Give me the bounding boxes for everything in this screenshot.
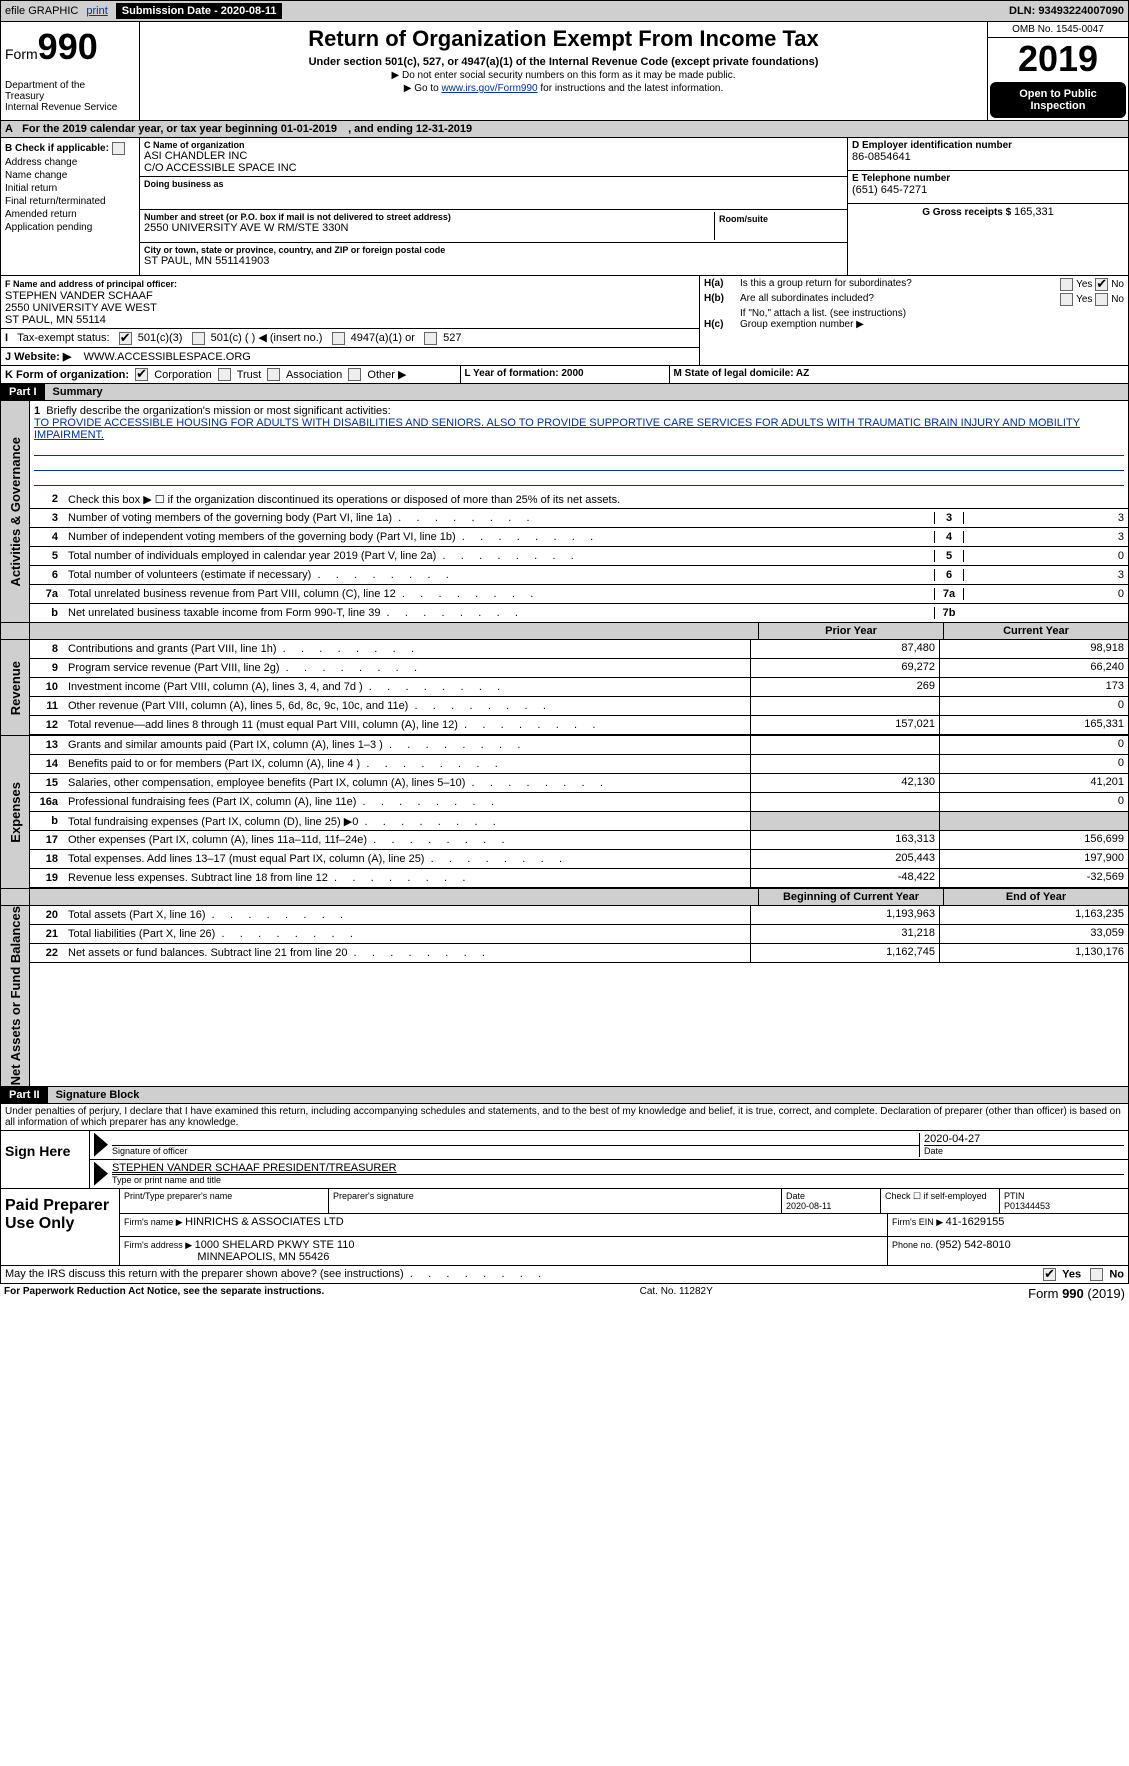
summary-line: 20Total assets (Part X, line 16)1,193,96… [30,906,1128,925]
summary-line: 17Other expenses (Part IX, column (A), l… [30,831,1128,850]
checkbox-discuss-no[interactable] [1090,1268,1103,1281]
part1-activities: Activities & Governance 1 Briefly descri… [0,401,1129,623]
org-city: ST PAUL, MN 551141903 [144,255,843,267]
form-header: Form990 Department of theTreasuryInterna… [0,22,1129,121]
org-name: ASI CHANDLER INC [144,150,843,162]
dln: DLN: 93493224007090 [1009,5,1124,17]
summary-line: 21Total liabilities (Part X, line 26)31,… [30,925,1128,944]
summary-line: 19Revenue less expenses. Subtract line 1… [30,869,1128,888]
checkbox-527[interactable] [424,332,437,345]
main-title: Return of Organization Exempt From Incom… [144,26,983,52]
sign-date: 2020-04-27 Date [919,1133,1124,1157]
part1-expenses: Expenses 13Grants and similar amounts pa… [0,736,1129,889]
tax-year: 2019 [988,38,1128,80]
gross-receipts: 165,331 [1014,206,1054,218]
row-a: A For the 2019 calendar year, or tax yea… [0,121,1129,138]
form-title-block: Return of Organization Exempt From Incom… [140,22,988,120]
checkbox-ha-no[interactable] [1095,278,1108,291]
checkbox-hb-yes[interactable] [1060,293,1073,306]
irs-link[interactable]: www.irs.gov/Form990 [441,83,537,94]
org-addr: 2550 UNIVERSITY AVE W RM/STE 330N [144,222,714,234]
summary-line: 12Total revenue—add lines 8 through 11 (… [30,716,1128,735]
checkbox-501c3[interactable] [119,332,132,345]
side-expenses: Expenses [1,736,30,888]
col-c-org: C Name of organization ASI CHANDLER INC … [140,138,847,275]
summary-line: 11Other revenue (Part VIII, column (A), … [30,697,1128,716]
caret-icon [94,1162,108,1186]
summary-line: 18Total expenses. Add lines 13–17 (must … [30,850,1128,869]
perjury-statement: Under penalties of perjury, I declare th… [0,1104,1129,1131]
form-year-block: OMB No. 1545-0047 2019 Open to Public In… [988,22,1128,120]
instruction-2: ▶ Go to www.irs.gov/Form990 for instruct… [144,83,983,94]
j-website: J Website: ▶ WWW.ACCESSIBLESPACE.ORG [1,348,699,365]
part1-netassets: Net Assets or Fund Balances 20Total asse… [0,906,1129,1086]
checkbox-discuss-yes[interactable] [1043,1268,1056,1281]
summary-line: 9Program service revenue (Part VIII, lin… [30,659,1128,678]
sign-here-block: Sign Here Signature of officer 2020-04-2… [0,1131,1129,1189]
checkbox-other[interactable] [348,368,361,381]
side-netassets: Net Assets or Fund Balances [1,906,30,1085]
efile-label: efile GRAPHIC [5,5,78,17]
checkbox-trust[interactable] [218,368,231,381]
ein: 86-0854641 [852,151,1124,163]
summary-line: 15Salaries, other compensation, employee… [30,774,1128,793]
summary-line: 10Investment income (Part VIII, column (… [30,678,1128,697]
side-activities: Activities & Governance [1,401,30,622]
h-group: H(a) Is this a group return for subordin… [700,276,1128,365]
part1-header: Part I Summary [0,384,1129,401]
open-public-badge: Open to Public Inspection [990,82,1126,118]
summary-line: bTotal fundraising expenses (Part IX, co… [30,812,1128,831]
checkbox-assoc[interactable] [267,368,280,381]
summary-line: 8Contributions and grants (Part VIII, li… [30,640,1128,659]
dept-label: Department of theTreasuryInternal Revenu… [5,80,135,113]
phone: (651) 645-7271 [852,184,1124,196]
signature-field[interactable]: Signature of officer [112,1133,919,1157]
firm-name: HINRICHS & ASSOCIATES LTD [185,1216,344,1228]
checkbox-ha-yes[interactable] [1060,278,1073,291]
checkbox-corp[interactable] [135,368,148,381]
f-officer: F Name and address of principal officer:… [1,276,699,329]
paid-preparer-block: Paid Preparer Use Only Print/Type prepar… [0,1189,1129,1266]
submission-box: Submission Date - 2020-08-11 [116,3,283,19]
omb-number: OMB No. 1545-0047 [988,22,1128,38]
subtitle: Under section 501(c), 527, or 4947(a)(1)… [144,56,983,68]
col-deg: D Employer identification number 86-0854… [847,138,1128,275]
footer: For Paperwork Reduction Act Notice, see … [0,1284,1129,1303]
i-tax-exempt: I Tax-exempt status: 501(c)(3) 501(c) ( … [1,329,699,348]
row-klm: K Form of organization: Corporation Trus… [0,366,1129,385]
top-bar: efile GRAPHIC print Submission Date - 20… [0,0,1129,22]
section-bcdeg: B Check if applicable: Address change Na… [0,138,1129,276]
part2-header: Part II Signature Block [0,1087,1129,1104]
checkbox-501c[interactable] [192,332,205,345]
mission-text: TO PROVIDE ACCESSIBLE HOUSING FOR ADULTS… [34,417,1080,441]
instruction-1: ▶ Do not enter social security numbers o… [144,70,983,81]
ptin: P01344453 [1004,1201,1050,1211]
na-col-headers: Beginning of Current Year End of Year [0,889,1129,906]
checkbox-b[interactable] [112,142,125,155]
section-fihj: F Name and address of principal officer:… [0,276,1129,366]
org-co: C/O ACCESSIBLE SPACE INC [144,162,843,174]
summary-line: 22Net assets or fund balances. Subtract … [30,944,1128,963]
discuss-row: May the IRS discuss this return with the… [0,1266,1129,1284]
col-b-checkboxes: B Check if applicable: Address change Na… [1,138,140,275]
part1-revenue: Revenue 8Contributions and grants (Part … [0,640,1129,736]
checkbox-4947[interactable] [332,332,345,345]
summary-line: 16aProfessional fundraising fees (Part I… [30,793,1128,812]
officer-name-field: STEPHEN VANDER SCHAAF PRESIDENT/TREASURE… [112,1162,1124,1186]
checkbox-hb-no[interactable] [1095,293,1108,306]
summary-line: 14Benefits paid to or for members (Part … [30,755,1128,774]
firm-ein: 41-1629155 [946,1216,1005,1228]
summary-line: 13Grants and similar amounts paid (Part … [30,736,1128,755]
rev-col-headers: Prior Year Current Year [0,623,1129,640]
m-state: M State of legal domicile: AZ [670,366,1129,384]
firm-phone: (952) 542-8010 [936,1239,1011,1251]
print-link[interactable]: print [86,5,107,17]
firm-addr: 1000 SHELARD PKWY STE 110 [195,1239,355,1251]
caret-icon [94,1133,108,1157]
mission-block: 1 Briefly describe the organization's mi… [30,401,1128,490]
l-year: L Year of formation: 2000 [461,366,670,384]
form-id-block: Form990 Department of theTreasuryInterna… [1,22,140,120]
side-revenue: Revenue [1,640,30,735]
